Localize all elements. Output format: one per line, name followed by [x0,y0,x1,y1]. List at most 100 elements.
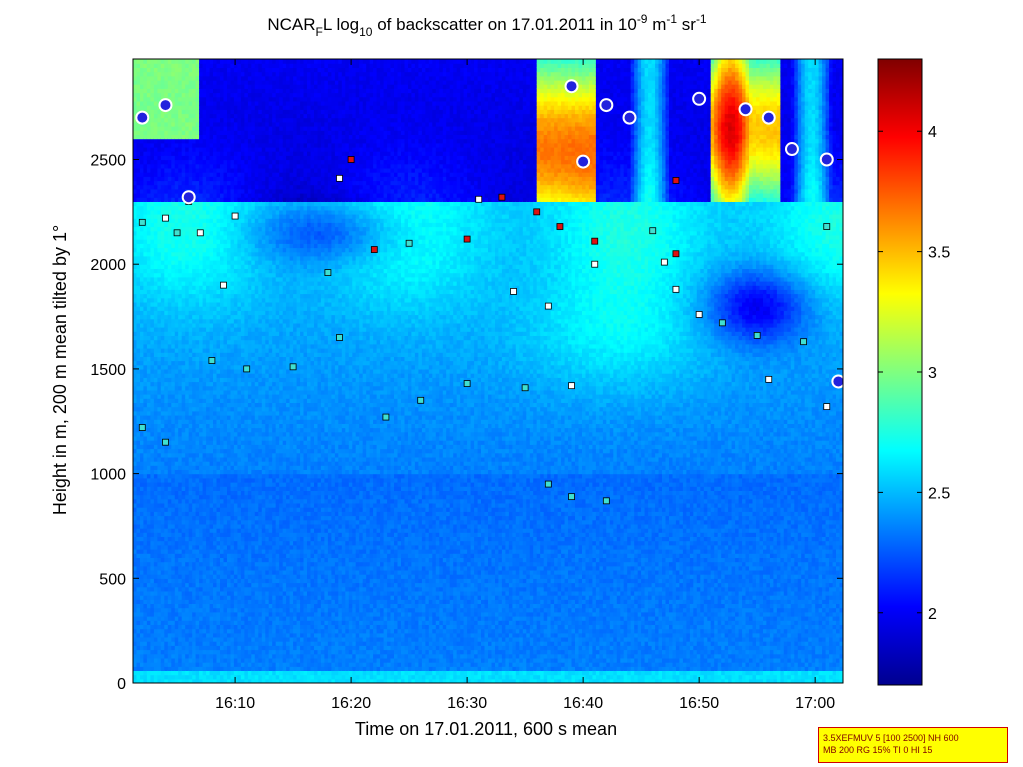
heatmap-cell [137,670,141,675]
heatmap-cell [164,662,168,667]
heatmap-cell [244,386,248,391]
heatmap-cell [171,63,175,68]
heatmap-cell [220,113,224,118]
heatmap-cell [182,666,186,671]
heatmap-cell [133,126,137,131]
heatmap-cell [147,520,151,525]
heatmap-cell [182,361,186,366]
heatmap-cell [171,436,175,441]
heatmap-cell [227,302,231,307]
heatmap-cell [241,306,245,311]
heatmap-cell [150,180,154,185]
heatmap-cell [227,566,231,571]
heatmap-cell [227,172,231,177]
heatmap-cell [147,633,151,638]
heatmap-cell [199,285,203,290]
heatmap-cell [171,113,175,118]
heatmap-cell [203,440,207,445]
heatmap-cell [154,306,158,311]
heatmap-cell [147,377,151,382]
heatmap-cell [189,302,193,307]
heatmap-cell [168,268,172,273]
heatmap-cell [217,423,221,428]
heatmap-cell [189,415,193,420]
heatmap-cell [143,553,147,558]
heatmap-cell [241,335,245,340]
heatmap-cell [206,105,210,110]
heatmap-cell [185,126,189,131]
heatmap-cell [220,63,224,68]
heatmap-cell [196,285,200,290]
heatmap-cell [199,67,203,72]
heatmap-cell [150,541,154,546]
heatmap-cell [143,578,147,583]
heatmap-cell [227,402,231,407]
heatmap-cell [137,373,141,378]
heatmap-cell [171,109,175,114]
heatmap-cell [224,482,228,487]
heatmap-cell [182,545,186,550]
heatmap-cell [161,390,165,395]
heatmap-cell [224,302,228,307]
heatmap-cell [189,151,193,156]
heatmap-cell [227,260,231,265]
heatmap-cell [161,118,165,123]
heatmap-cell [182,277,186,282]
heatmap-cell [164,63,168,68]
heatmap-cell [147,331,151,336]
heatmap-cell [196,327,200,332]
heatmap-cell [224,386,228,391]
heatmap-cell [206,323,210,328]
heatmap-cell [178,201,182,206]
heatmap-cell [241,574,245,579]
heatmap-cell [213,122,217,127]
heatmap-cell [143,545,147,550]
heatmap-cell [178,80,182,85]
heatmap-cell [161,289,165,294]
heatmap-cell [143,629,147,634]
heatmap-cell [150,608,154,613]
heatmap-cell [133,516,137,521]
heatmap-cell [220,624,224,629]
heatmap-cell [217,394,221,399]
heatmap-cell [137,616,141,621]
heatmap-cell [185,390,189,395]
heatmap-cell [147,273,151,278]
heatmap-cell [189,252,193,257]
heatmap-cell [133,243,137,248]
heatmap-cell [137,356,141,361]
heatmap-cell [137,377,141,382]
heatmap-cell [241,235,245,240]
heatmap-cell [203,675,207,680]
heatmap-cell [237,180,241,185]
heatmap-cell [154,545,158,550]
heatmap-cell [244,478,248,483]
heatmap-cell [178,629,182,634]
heatmap-cell [182,398,186,403]
heatmap-cell [143,570,147,575]
heatmap-cell [147,670,151,675]
heatmap-cell [203,310,207,315]
heatmap-cell [213,377,217,382]
heatmap-cell [182,549,186,554]
heatmap-cell [206,390,210,395]
heatmap-cell [234,298,238,303]
heatmap-cell [220,503,224,508]
heatmap-cell [206,449,210,454]
heatmap-cell [224,139,228,144]
heatmap-cell [241,562,245,567]
heatmap-cell [241,151,245,156]
heatmap-cell [227,289,231,294]
heatmap-cell [234,189,238,194]
heatmap-cell [150,151,154,156]
heatmap-cell [143,474,147,479]
heatmap-cell [168,180,172,185]
heatmap-cell [199,344,203,349]
heatmap-cell [164,310,168,315]
heatmap-cell [143,302,147,307]
heatmap-cell [171,541,175,546]
heatmap-cell [182,675,186,680]
heatmap-cell [199,490,203,495]
heatmap-cell [199,654,203,659]
heatmap-cell [224,327,228,332]
